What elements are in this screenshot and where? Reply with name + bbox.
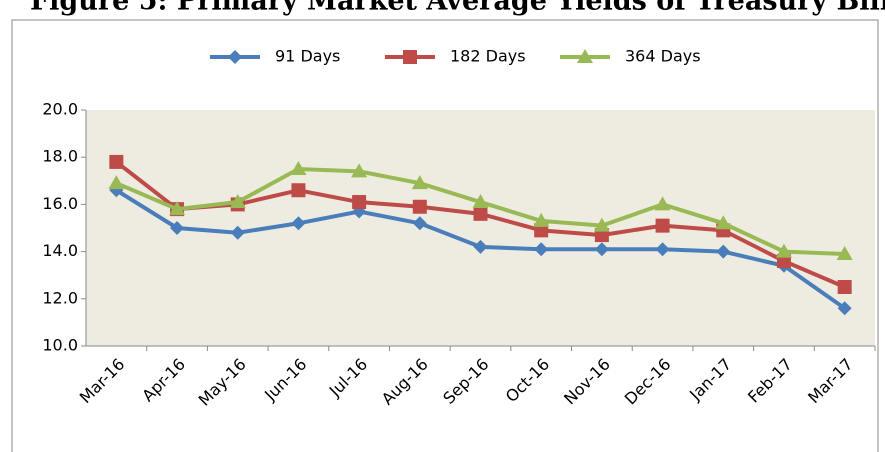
point bbox=[655, 218, 670, 233]
point bbox=[291, 183, 306, 198]
point bbox=[411, 175, 428, 190]
point bbox=[473, 239, 488, 254]
point bbox=[836, 245, 853, 260]
point bbox=[169, 201, 186, 216]
point bbox=[577, 49, 593, 63]
y-tick-label: 12.0 bbox=[42, 288, 78, 307]
y-tick-label: 14.0 bbox=[42, 241, 78, 260]
plot-area bbox=[86, 110, 875, 346]
point bbox=[472, 194, 489, 209]
point bbox=[109, 154, 124, 169]
point bbox=[655, 242, 670, 257]
point bbox=[837, 280, 852, 294]
legend-label: 91 Days bbox=[275, 47, 340, 66]
point bbox=[594, 242, 609, 257]
point bbox=[352, 195, 367, 210]
point bbox=[351, 163, 368, 178]
y-tick-label: 18.0 bbox=[42, 147, 78, 166]
point bbox=[593, 217, 610, 232]
point bbox=[412, 216, 427, 231]
legend-label: 364 Days bbox=[625, 47, 701, 66]
y-tick-label: 20.0 bbox=[42, 100, 78, 119]
legend-label: 182 Days bbox=[450, 47, 526, 66]
point bbox=[473, 206, 488, 221]
point bbox=[775, 243, 792, 258]
point bbox=[716, 244, 731, 259]
point bbox=[533, 212, 550, 227]
point bbox=[534, 242, 549, 257]
y-tick-label: 10.0 bbox=[42, 336, 78, 355]
y-tick-label: 16.0 bbox=[42, 194, 78, 213]
point bbox=[403, 50, 417, 64]
point bbox=[230, 225, 245, 240]
point bbox=[715, 215, 732, 230]
point bbox=[108, 175, 125, 190]
point bbox=[654, 196, 671, 211]
point bbox=[412, 199, 427, 214]
point bbox=[228, 50, 242, 64]
chart-title: Figure 5: Primary Market Average Yields … bbox=[30, 0, 885, 17]
point bbox=[837, 301, 852, 316]
point bbox=[291, 216, 306, 231]
point bbox=[229, 194, 246, 209]
point bbox=[290, 161, 307, 175]
point bbox=[170, 221, 185, 235]
